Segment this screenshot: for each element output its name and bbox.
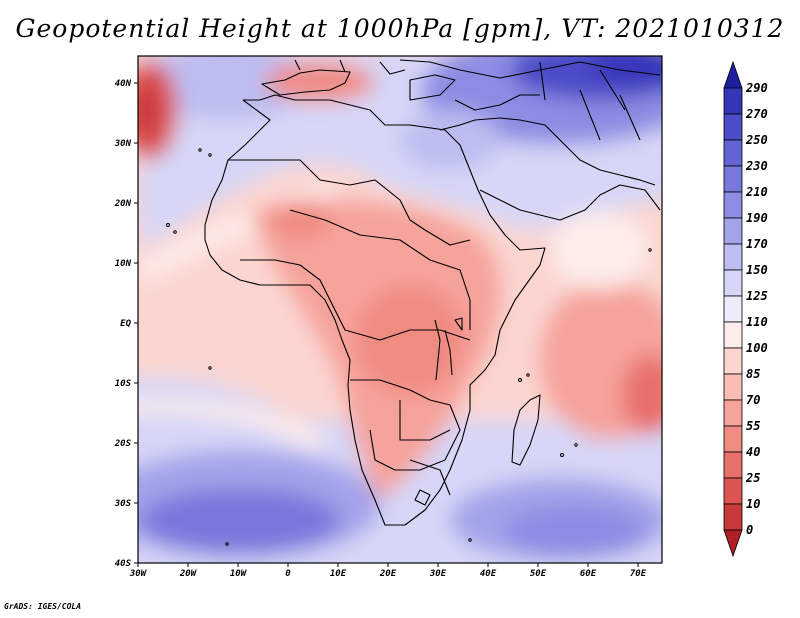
colorbar-segment	[723, 243, 743, 271]
axis-ticks	[134, 82, 639, 567]
y-axis-labels: 40S 30S 20S 10S EQ 10N 20N 30N 40N	[114, 79, 132, 569]
x-tick-label: 20E	[379, 569, 397, 579]
islands	[166, 148, 652, 546]
coastlines	[204, 59, 661, 526]
colorbar-segment	[723, 87, 743, 115]
geopotential-field	[138, 56, 662, 563]
colorbar-label: 150	[746, 263, 768, 277]
colorbar-segment	[723, 165, 743, 193]
x-tick-label: 20W	[179, 569, 198, 579]
colorbar-label: 85	[746, 367, 760, 381]
colorbar-label: 210	[745, 185, 768, 199]
colorbar-label: 70	[746, 393, 760, 407]
colorbar-segment	[723, 113, 743, 141]
colorbar-segment	[723, 139, 743, 167]
x-tick-label: 40E	[480, 569, 497, 579]
colorbar-segment	[723, 425, 743, 453]
y-tick-label: EQ	[120, 319, 131, 329]
x-tick-label: 0	[285, 569, 291, 579]
y-tick-label: 30N	[114, 139, 132, 149]
map-title: Geopotential Height at 1000hPa [gpm], VT…	[15, 14, 785, 43]
colorbar-labels: 2902702502302101901701501251101008570554…	[745, 81, 768, 537]
colorbar-label: 110	[746, 315, 768, 329]
colorbar-segment	[723, 503, 743, 531]
colorbar-label: 55	[746, 419, 760, 433]
x-tick-label: 10W	[230, 569, 248, 579]
footer-credit: GrADS: IGES/COLA	[4, 602, 82, 611]
colorbar-label: 270	[745, 107, 768, 121]
colorbar-segment	[723, 347, 743, 375]
colorbar-segment	[723, 60, 743, 89]
x-tick-label: 30W	[129, 569, 148, 579]
y-tick-label: 40S	[115, 559, 132, 569]
y-tick-label: 20S	[114, 439, 132, 449]
colorbar-segment	[723, 451, 743, 479]
colorbar-segment	[723, 295, 743, 323]
x-tick-label: 30E	[429, 569, 447, 579]
colorbar-label: 290	[745, 81, 768, 95]
colorbar-label: 0	[746, 523, 753, 537]
colorbar-label: 10	[746, 497, 760, 511]
y-tick-label: 30S	[114, 499, 132, 509]
x-tick-label: 70E	[630, 569, 647, 579]
x-tick-label: 50E	[530, 569, 547, 579]
colorbar-segment	[723, 477, 743, 505]
colorbar-label: 125	[746, 289, 768, 303]
colorbar-label: 40	[746, 445, 760, 459]
colorbar-label: 100	[746, 341, 768, 355]
y-tick-label: 10S	[115, 379, 132, 389]
colorbar-segment	[723, 269, 743, 297]
colorbar-segment	[723, 191, 743, 219]
colorbar-segment	[723, 529, 743, 558]
x-tick-label: 10E	[330, 569, 347, 579]
colorbar-label: 25	[745, 471, 760, 485]
colorbar-label: 190	[746, 211, 768, 225]
y-tick-label: 10N	[115, 259, 132, 269]
colorbar-label: 170	[746, 237, 768, 251]
y-tick-label: 20N	[114, 199, 132, 209]
colorbar-segment	[723, 321, 743, 349]
x-axis-labels: 30W 20W 10W 0 10E 20E 30E 40E 50E 60E 70…	[129, 569, 647, 579]
colorbar-segment	[723, 373, 743, 401]
colorbar-label: 250	[745, 133, 768, 147]
colorbar-segment	[723, 217, 743, 245]
map-frame	[137, 55, 663, 564]
y-tick-label: 40N	[115, 79, 132, 89]
colorbar-label: 230	[745, 159, 768, 173]
colorbar-segment	[723, 399, 743, 427]
x-tick-label: 60E	[580, 569, 597, 579]
colorbar	[723, 60, 743, 558]
